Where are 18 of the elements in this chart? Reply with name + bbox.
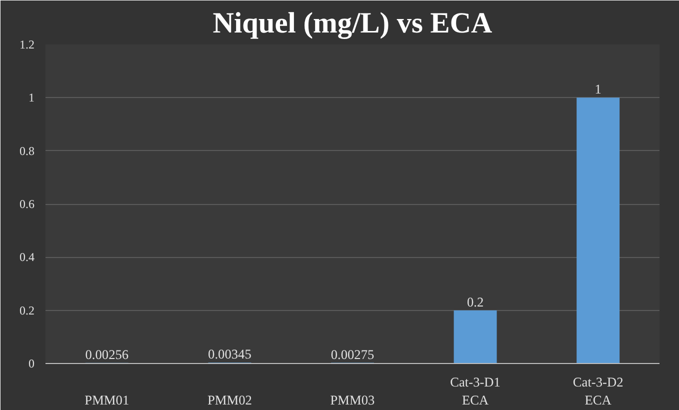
data-label: 0.00256	[85, 346, 129, 362]
data-label: 0.00345	[208, 346, 252, 362]
y-tick-label: 1	[28, 90, 34, 105]
x-tick-label: Cat-3-D1 ECA	[450, 374, 500, 408]
x-tick-label: Cat-3-D2 ECA	[572, 374, 624, 408]
chart-title: Niquel (mg/L) vs ECA	[212, 8, 492, 40]
y-tick-label: 0.6	[20, 197, 34, 211]
x-tick-label: PMM01	[84, 392, 130, 408]
y-tick-label: 0.8	[20, 144, 34, 158]
data-label: 1	[594, 82, 602, 97]
y-tick-label: 0	[28, 356, 34, 370]
x-tick-label: PMM03	[330, 392, 376, 408]
y-tick-label: 0.4	[20, 250, 34, 264]
data-label: 0.00275	[330, 346, 374, 362]
data-label: 0.2	[466, 294, 484, 310]
y-tick-label: 1.2	[20, 38, 34, 52]
x-tick-label: PMM02	[207, 392, 252, 408]
y-tick-label: 0.2	[20, 303, 34, 318]
